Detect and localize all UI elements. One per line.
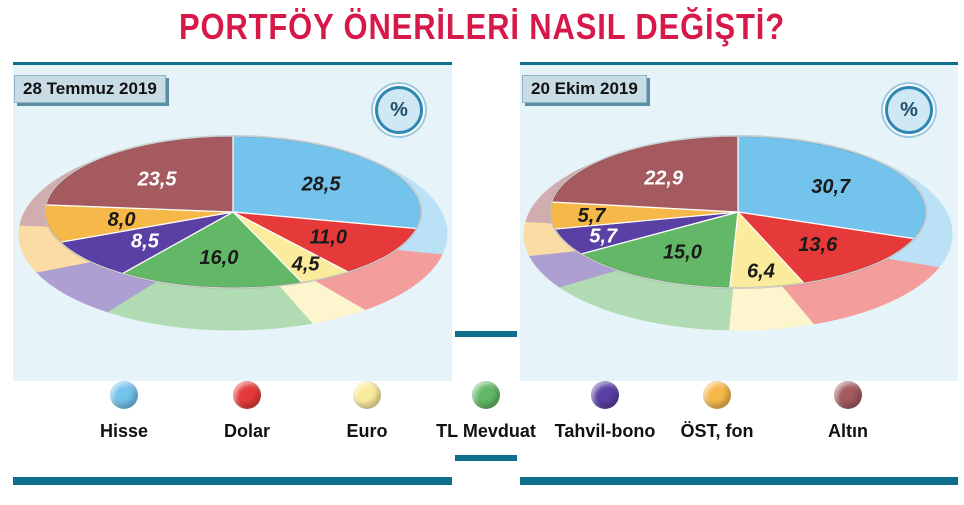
pie-slice-alt-n bbox=[45, 135, 234, 213]
top-rule-right bbox=[520, 62, 958, 67]
legend-label: Dolar bbox=[223, 421, 270, 441]
legend-swatch bbox=[591, 381, 619, 409]
pie-value-label: 13,6 bbox=[798, 234, 838, 256]
pie-value-label: 16,0 bbox=[199, 247, 238, 269]
pie-chart-july: 28,5 11,0 4,5 16,0 8,58,023,5 bbox=[18, 135, 448, 331]
pie-slice-tl-mevduat bbox=[120, 211, 304, 289]
pie-value-label: 23,5 bbox=[137, 168, 178, 190]
percent-badge-icon: % bbox=[375, 86, 423, 134]
date-label-july: 28 Temmuz 2019 bbox=[14, 75, 166, 103]
legend-swatch bbox=[353, 381, 381, 409]
pie-slice-alt-n bbox=[550, 135, 739, 213]
pie-value-label: 11,0 bbox=[310, 226, 347, 248]
legend-swatch bbox=[110, 381, 138, 409]
pie-value-label: 4,5 bbox=[291, 253, 321, 275]
pie-value-label: 15,0 bbox=[663, 242, 702, 264]
pie-slice-dolar bbox=[736, 211, 916, 284]
chart-title: PORTFÖY ÖNERİLERİ NASIL DEĞİŞTİ? bbox=[178, 6, 786, 47]
pie-value-label: 30,7 bbox=[811, 176, 851, 198]
pie-value-label: 8,0 bbox=[108, 209, 136, 231]
pie-value-label: 5,7 bbox=[578, 205, 607, 227]
legend-swatch bbox=[233, 381, 261, 409]
pie-value-label: 6,4 bbox=[747, 261, 775, 283]
divider-bottom bbox=[455, 455, 517, 461]
percent-badge-icon: % bbox=[885, 86, 933, 134]
bottom-rule-right bbox=[520, 477, 958, 485]
bottom-rule-left bbox=[13, 477, 452, 485]
legend-label: Euro bbox=[346, 421, 388, 441]
legend-item-ost-fon: ÖST, fon bbox=[652, 381, 782, 442]
top-rule-left bbox=[13, 62, 452, 67]
legend-label: TL Mevduat bbox=[436, 421, 536, 441]
legend-label: Hisse bbox=[99, 421, 149, 441]
pie-slice-hisse bbox=[737, 135, 927, 240]
date-label-october: 20 Ekim 2019 bbox=[522, 75, 647, 103]
pie-chart-october: 30,7 13,6 6,4 15,0 5,75,7 22,9 bbox=[523, 135, 953, 331]
legend-item-hisse: Hisse bbox=[59, 381, 189, 442]
legend-item-tahvil-bono: Tahvil-bono bbox=[540, 381, 670, 442]
legend-label: Altın bbox=[828, 421, 868, 441]
pie-value-label: 22,9 bbox=[643, 168, 684, 190]
legend-label: Tahvil-bono bbox=[554, 421, 656, 441]
divider-top bbox=[455, 331, 517, 337]
legend-label: ÖST, fon bbox=[680, 421, 754, 441]
pie-value-label: 28,5 bbox=[301, 173, 342, 195]
legend-swatch bbox=[703, 381, 731, 409]
pie-value-label: 8,5 bbox=[131, 231, 160, 253]
legend-item-altin: Altın bbox=[783, 381, 913, 442]
pie-slice-hisse bbox=[232, 135, 422, 230]
pie-slice-dolar bbox=[232, 211, 418, 273]
legend-swatch bbox=[472, 381, 500, 409]
legend-swatch bbox=[834, 381, 862, 409]
pie-slice-tl-mevduat bbox=[579, 211, 739, 289]
legend-item-dolar: Dolar bbox=[182, 381, 312, 442]
pie-value-label: 5,7 bbox=[589, 225, 618, 247]
legend-item-euro: Euro bbox=[302, 381, 432, 442]
legend-item-tl-mevduat: TL Mevduat bbox=[421, 381, 551, 442]
pie-slice--st-fon bbox=[44, 204, 234, 243]
pie-outline bbox=[549, 135, 927, 289]
pie-slice-tahvil-bono bbox=[59, 211, 234, 275]
pie-outline bbox=[44, 135, 422, 289]
